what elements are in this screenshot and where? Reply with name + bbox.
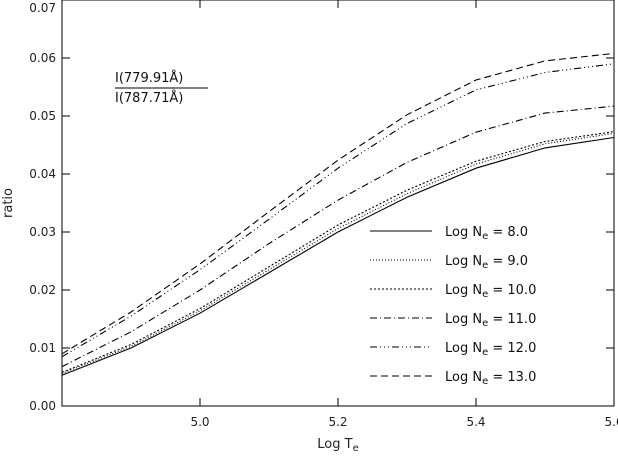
x-axis-label-sub: e [353,443,359,454]
x-axis-label: Log Te [317,437,358,454]
y-tick-label: 0.00 [29,399,56,413]
y-axis-label: ratio [1,188,16,218]
x-axis-label-main: Log T [317,437,352,452]
y-tick-label: 0.03 [29,225,56,239]
legend-label: Log Ne = 12.0 [445,341,536,358]
x-ticks: 5.0 5.2 5.4 5.6 [190,0,618,429]
legend-label: Log Ne = 10.0 [445,283,536,300]
annotation-denominator: I(787.71Å) [115,90,183,106]
annotation-numerator: I(779.91Å) [115,70,183,86]
x-tick-label: 5.0 [190,415,209,429]
series-line [61,136,615,376]
ratio-annotation: I(779.91Å) I(787.71Å) [115,70,208,106]
x-tick-label: 5.2 [328,415,347,429]
y-tick-label: 0.01 [29,341,56,355]
y-tick-label: 0.06 [29,51,56,65]
legend-label: Log Ne = 11.0 [445,312,536,329]
series-line [61,131,615,373]
legend-label: Log Ne = 8.0 [445,225,528,242]
series-line [61,63,615,358]
series-line [61,105,615,368]
series-line [61,132,615,375]
legend: Log Ne = 8.0 Log Ne = 9.0 Log Ne = 10.0 Log… [370,225,536,387]
legend-label: Log Ne = 13.0 [445,370,536,387]
series-lines [61,52,615,376]
y-ticks: 0.00 0.01 0.02 0.03 0.04 0.05 0.06 0.07 [29,0,614,413]
y-tick-label: 0.04 [29,167,56,181]
x-tick-label: 5.4 [466,415,485,429]
y-tick-label: 0.05 [29,109,56,123]
y-tick-label: 0.02 [29,283,56,297]
legend-label: Log Ne = 9.0 [445,254,528,271]
y-tick-label: 0.07 [29,1,56,15]
series-line [61,52,615,355]
x-tick-label: 5.6 [604,415,618,429]
